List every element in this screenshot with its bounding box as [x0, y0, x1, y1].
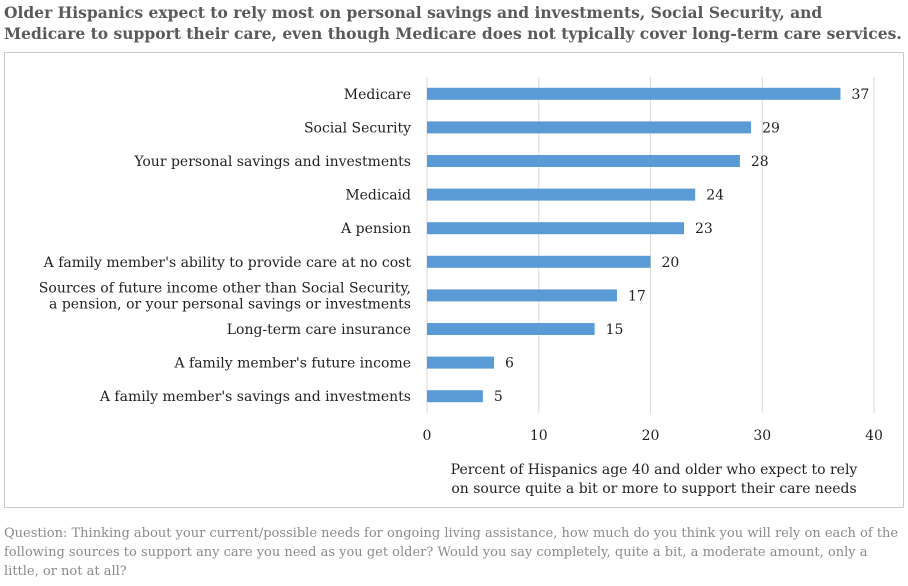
x-tick-label: 0: [423, 428, 432, 444]
category-label: Your personal savings and investments: [133, 154, 411, 170]
chart-frame: [4, 52, 904, 508]
category-label: Medicare: [344, 87, 411, 103]
value-label: 17: [628, 288, 646, 304]
value-label: 23: [695, 221, 713, 237]
category-label: A pension: [340, 221, 411, 237]
value-label: 28: [751, 154, 769, 170]
value-label: 24: [706, 188, 724, 204]
category-label: a pension, or your personal savings or i…: [49, 296, 411, 312]
value-label: 6: [505, 356, 514, 372]
category-label: Social Security: [304, 120, 411, 136]
bar: [427, 289, 617, 302]
bar: [427, 155, 740, 167]
bar: [427, 323, 595, 335]
category-label: A family member's future income: [173, 356, 411, 372]
category-label: Medicaid: [345, 188, 411, 204]
value-label: 15: [606, 322, 624, 338]
value-label: 29: [762, 120, 780, 136]
x-tick-label: 40: [865, 428, 883, 444]
category-label: Sources of future income other than Soci…: [39, 280, 411, 296]
chart-title: Older Hispanics expect to rely most on p…: [4, 3, 902, 43]
x-tick-label: 30: [753, 428, 771, 444]
bar: [427, 255, 651, 268]
category-label: Long-term care insurance: [227, 322, 411, 338]
x-tick-label: 10: [530, 428, 548, 444]
bar: [427, 390, 483, 403]
question-footnote: Question: Thinking about your current/po…: [4, 526, 899, 579]
bars: [427, 87, 841, 403]
x-axis-label: Percent of Hispanics age 40 and older wh…: [451, 462, 858, 497]
x-axis-label-line: Percent of Hispanics age 40 and older wh…: [451, 462, 858, 478]
category-labels: Medicare Social Security Your personal sav…: [39, 87, 412, 405]
value-label: 5: [494, 389, 503, 405]
value-label: 20: [662, 255, 680, 271]
value-label: 37: [851, 87, 869, 103]
bar: [427, 188, 696, 201]
category-label: A family member's savings and investment…: [99, 389, 411, 405]
value-labels: 37 29 28 24 23 20 17 15 6 5: [494, 87, 869, 405]
x-axis-label-line: on source quite a bit or more to support…: [451, 481, 856, 497]
bar: [427, 121, 752, 134]
bar: [427, 356, 495, 369]
x-tick-labels: 0 10 20 30 40: [423, 428, 883, 444]
bar: [427, 222, 685, 235]
category-label: A family member's ability to provide car…: [43, 255, 412, 271]
x-tick-label: 20: [642, 428, 660, 444]
bar: [427, 87, 841, 100]
